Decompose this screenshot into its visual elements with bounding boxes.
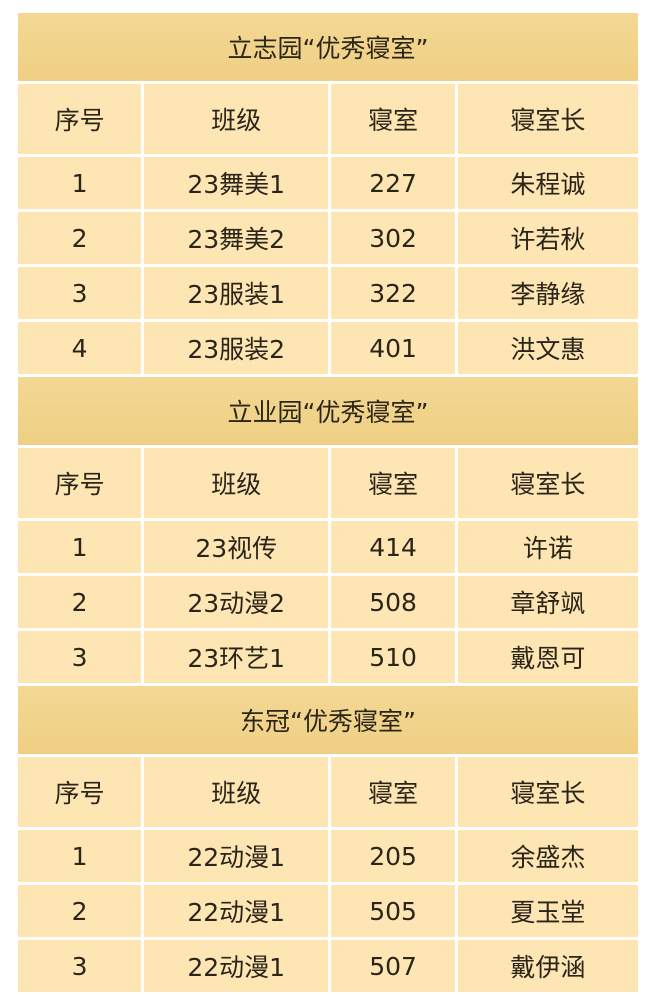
table-cell: 3 <box>18 940 145 992</box>
table-cell: 夏玉堂 <box>457 885 638 937</box>
dorm-table: 序号 班级 寝室 寝室长 1 23视传 414 许诺 2 23动漫2 508 章舒飒 3 23环艺1 510… <box>18 445 638 686</box>
dorm-tables: 立志园“优秀寝室” 序号 班级 寝室 寝室长 1 23舞美1 227 朱程诚 2 23舞美2 302 许… <box>18 13 638 995</box>
table-cell: 22动漫1 <box>144 830 332 882</box>
table-cell: 23舞美1 <box>144 157 332 209</box>
table-cell: 302 <box>331 212 458 264</box>
column-header: 寝室长 <box>457 448 638 518</box>
dorm-table: 序号 班级 寝室 寝室长 1 23舞美1 227 朱程诚 2 23舞美2 302 许若秋 3 23服装1 3… <box>18 81 638 377</box>
column-header: 寝室 <box>331 757 458 827</box>
table-row: 1 22动漫1 205 余盛杰 <box>18 830 638 882</box>
table-cell: 227 <box>331 157 458 209</box>
table-cell: 22动漫1 <box>144 940 332 992</box>
table-cell: 23视传 <box>144 521 332 573</box>
table-cell: 许若秋 <box>457 212 638 264</box>
table-cell: 许诺 <box>457 521 638 573</box>
table-cell: 507 <box>331 940 458 992</box>
table-cell: 洪文惠 <box>457 322 638 374</box>
table-cell: 朱程诚 <box>457 157 638 209</box>
table-row: 4 23服装2 401 洪文惠 <box>18 322 638 374</box>
table-row: 3 22动漫1 507 戴伊涵 <box>18 940 638 992</box>
table-cell: 2 <box>18 576 145 628</box>
table-cell: 401 <box>331 322 458 374</box>
section-title: 立业园“优秀寝室” <box>18 377 638 445</box>
column-header: 寝室长 <box>457 84 638 154</box>
table-cell: 2 <box>18 212 145 264</box>
table-cell: 戴恩可 <box>457 631 638 683</box>
table-cell: 510 <box>331 631 458 683</box>
section-title: 东冠“优秀寝室” <box>18 686 638 754</box>
table-cell: 23环艺1 <box>144 631 332 683</box>
table-row: 2 23动漫2 508 章舒飒 <box>18 576 638 628</box>
table-cell: 23服装1 <box>144 267 332 319</box>
column-header: 寝室 <box>331 448 458 518</box>
column-header: 班级 <box>144 84 332 154</box>
column-header: 寝室 <box>331 84 458 154</box>
table-cell: 1 <box>18 830 145 882</box>
table-row: 2 23舞美2 302 许若秋 <box>18 212 638 264</box>
table-cell: 余盛杰 <box>457 830 638 882</box>
header-row: 序号 班级 寝室 寝室长 <box>18 84 638 154</box>
column-header: 序号 <box>18 84 145 154</box>
table-cell: 1 <box>18 521 145 573</box>
header-row: 序号 班级 寝室 寝室长 <box>18 448 638 518</box>
table-row: 3 23环艺1 510 戴恩可 <box>18 631 638 683</box>
column-header: 序号 <box>18 757 145 827</box>
table-cell: 505 <box>331 885 458 937</box>
section-title: 立志园“优秀寝室” <box>18 13 638 81</box>
dorm-table: 序号 班级 寝室 寝室长 1 22动漫1 205 余盛杰 2 22动漫1 505 夏玉堂 3 22动漫1 5… <box>18 754 638 995</box>
table-cell: 22动漫1 <box>144 885 332 937</box>
table-cell: 23舞美2 <box>144 212 332 264</box>
table-row: 1 23视传 414 许诺 <box>18 521 638 573</box>
table-cell: 23动漫2 <box>144 576 332 628</box>
table-cell: 205 <box>331 830 458 882</box>
table-cell: 23服装2 <box>144 322 332 374</box>
header-row: 序号 班级 寝室 寝室长 <box>18 757 638 827</box>
column-header: 班级 <box>144 757 332 827</box>
table-cell: 322 <box>331 267 458 319</box>
column-header: 序号 <box>18 448 145 518</box>
column-header: 班级 <box>144 448 332 518</box>
table-cell: 508 <box>331 576 458 628</box>
column-header: 寝室长 <box>457 757 638 827</box>
table-cell: 戴伊涵 <box>457 940 638 992</box>
table-row: 1 23舞美1 227 朱程诚 <box>18 157 638 209</box>
table-cell: 章舒飒 <box>457 576 638 628</box>
table-cell: 2 <box>18 885 145 937</box>
table-cell: 3 <box>18 631 145 683</box>
table-row: 3 23服装1 322 李静缘 <box>18 267 638 319</box>
table-cell: 3 <box>18 267 145 319</box>
table-cell: 4 <box>18 322 145 374</box>
table-cell: 414 <box>331 521 458 573</box>
table-cell: 1 <box>18 157 145 209</box>
table-cell: 李静缘 <box>457 267 638 319</box>
table-row: 2 22动漫1 505 夏玉堂 <box>18 885 638 937</box>
